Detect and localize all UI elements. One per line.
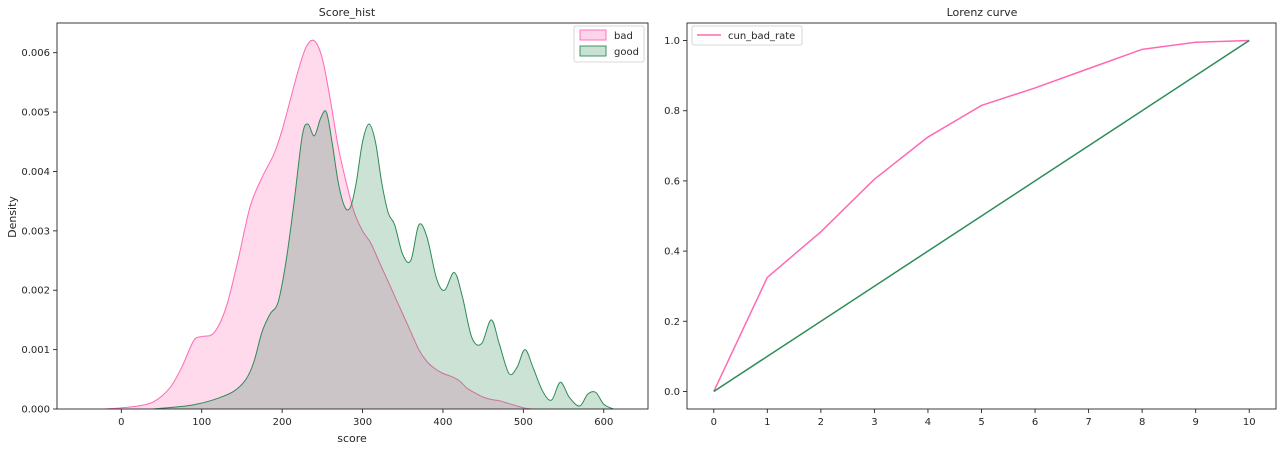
x-tick-label: 4	[925, 417, 931, 428]
lorenz-y-ticks: 0.0 0.2 0.4 0.6 0.8 1.0	[664, 36, 687, 398]
y-tick-label: 0.002	[21, 286, 50, 297]
density-line-bad	[105, 39, 532, 410]
line-cun-bad-rate	[713, 39, 1250, 392]
x-tick-label: 3	[871, 417, 877, 428]
y-tick-label: 0.8	[664, 106, 680, 117]
y-tick-label: 0.003	[21, 226, 50, 237]
legend-label-cun-bad-rate: cun_bad_rate	[728, 31, 795, 42]
score-hist-x-ticks: 0 100 200 300 400 500 600	[118, 409, 613, 428]
lorenz-legend-box	[691, 25, 803, 46]
y-tick-label: 0.001	[21, 345, 50, 356]
x-tick-label: 8	[1139, 417, 1145, 428]
x-tick-label: 6	[1032, 417, 1038, 428]
density-line-good	[153, 110, 614, 410]
legend-label-bad: bad	[614, 31, 633, 42]
x-tick-label: 2	[818, 417, 824, 428]
y-tick-label: 0.005	[21, 108, 50, 119]
legend-swatch-bad	[579, 29, 607, 41]
score-hist-areas	[105, 39, 614, 410]
x-tick-label: 300	[353, 417, 372, 428]
score-hist-panel: Score_hist score Density 0 100 200 300 400 50…	[6, 6, 649, 445]
score-hist-y-ticks: 0.000 0.001 0.002 0.003 0.004 0.005 0.006	[21, 48, 57, 416]
lorenz-title: Lorenz curve	[947, 6, 1018, 19]
score-hist-title: Score_hist	[319, 6, 376, 19]
score-hist-axes-frame	[56, 22, 649, 410]
y-tick-label: 0.4	[664, 247, 680, 258]
x-tick-label: 10	[1243, 417, 1256, 428]
lorenz-lines	[713, 39, 1250, 393]
lorenz-x-ticks: 0 1 2 3 4 5 6 7 8 9 10	[711, 409, 1256, 428]
x-tick-label: 9	[1192, 417, 1198, 428]
x-tick-label: 500	[514, 417, 533, 428]
y-tick-label: 0.6	[664, 176, 680, 187]
lorenz-axes-frame	[686, 22, 1277, 410]
density-area-bad	[105, 40, 532, 410]
y-tick-label: 0.004	[21, 167, 50, 178]
y-tick-label: 0.2	[664, 317, 680, 328]
x-tick-label: 400	[433, 417, 452, 428]
score-hist-legend: bad good	[573, 25, 645, 63]
legend-label-good: good	[614, 47, 639, 58]
line-diagonal	[713, 39, 1250, 393]
density-area-good	[153, 110, 614, 409]
y-tick-label: 1.0	[664, 36, 680, 47]
lorenz-legend: cun_bad_rate	[691, 25, 803, 46]
legend-swatch-good	[579, 45, 607, 57]
x-tick-label: 1	[764, 417, 770, 428]
x-tick-label: 5	[978, 417, 984, 428]
x-tick-label: 0	[711, 417, 717, 428]
score-hist-ylabel: Density	[6, 196, 19, 238]
y-tick-label: 0.000	[21, 405, 50, 416]
lorenz-curve-panel: Lorenz curve 0 1 2 3 4 5 6 7 8 9 10 0.00.20.40.60.…	[664, 6, 1277, 428]
y-tick-label: 0.0	[664, 387, 680, 398]
score-hist-xlabel: score	[337, 432, 367, 445]
x-tick-label: 0	[118, 417, 124, 428]
x-tick-label: 7	[1085, 417, 1091, 428]
x-tick-label: 200	[273, 417, 292, 428]
x-tick-label: 600	[594, 417, 613, 428]
y-tick-label: 0.006	[21, 48, 50, 59]
x-tick-label: 100	[192, 417, 211, 428]
